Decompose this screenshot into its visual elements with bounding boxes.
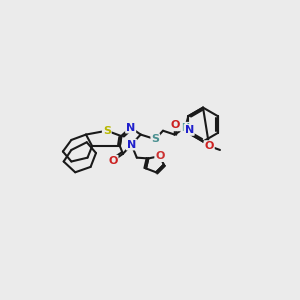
Text: O: O [205, 141, 214, 151]
Text: N: N [126, 123, 135, 133]
Text: O: O [108, 156, 118, 166]
Text: S: S [103, 126, 111, 136]
Text: N: N [184, 125, 194, 135]
Text: S: S [151, 134, 159, 144]
Text: O: O [171, 120, 180, 130]
Text: H: H [181, 123, 189, 133]
Text: O: O [155, 151, 165, 161]
Text: N: N [127, 140, 136, 150]
